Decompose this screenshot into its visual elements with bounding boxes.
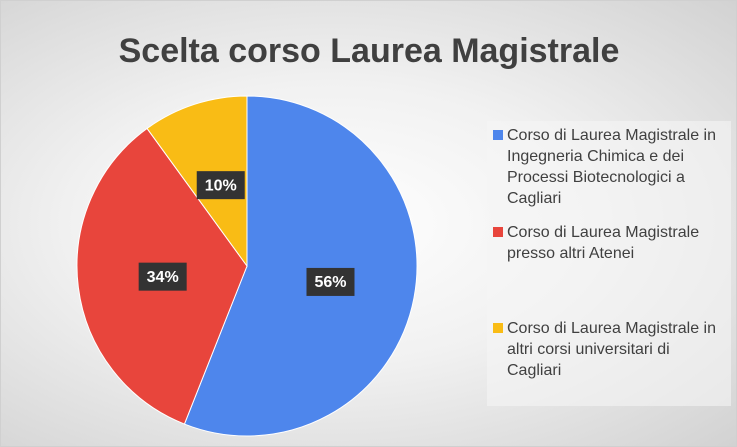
chart-title: Scelta corso Laurea Magistrale <box>119 32 620 70</box>
legend-label: Corso di Laurea Magistrale in Ingegneria… <box>507 127 716 207</box>
legend-label: Corso di Laurea Magistrale in altri cors… <box>507 320 716 379</box>
data-label-box <box>196 171 245 200</box>
pie-slice <box>183 95 418 437</box>
legend-swatch <box>493 130 503 140</box>
legend-entry: Corso di Laurea Magistrale in Ingegneria… <box>493 125 727 209</box>
legend-entry: Corso di Laurea Magistrale presso altri … <box>493 222 727 264</box>
data-label: 10% <box>205 177 237 194</box>
legend-swatch <box>493 323 503 333</box>
data-label: 56% <box>314 274 346 291</box>
legend-swatch <box>493 227 503 237</box>
data-label: 34% <box>147 269 179 286</box>
legend: Corso di Laurea Magistrale in Ingegneria… <box>487 121 731 406</box>
legend-entry: Corso di Laurea Magistrale in altri cors… <box>493 318 727 381</box>
legend-label: Corso di Laurea Magistrale presso altri … <box>507 224 700 262</box>
data-label-box <box>306 267 355 296</box>
data-label-box <box>138 262 187 291</box>
